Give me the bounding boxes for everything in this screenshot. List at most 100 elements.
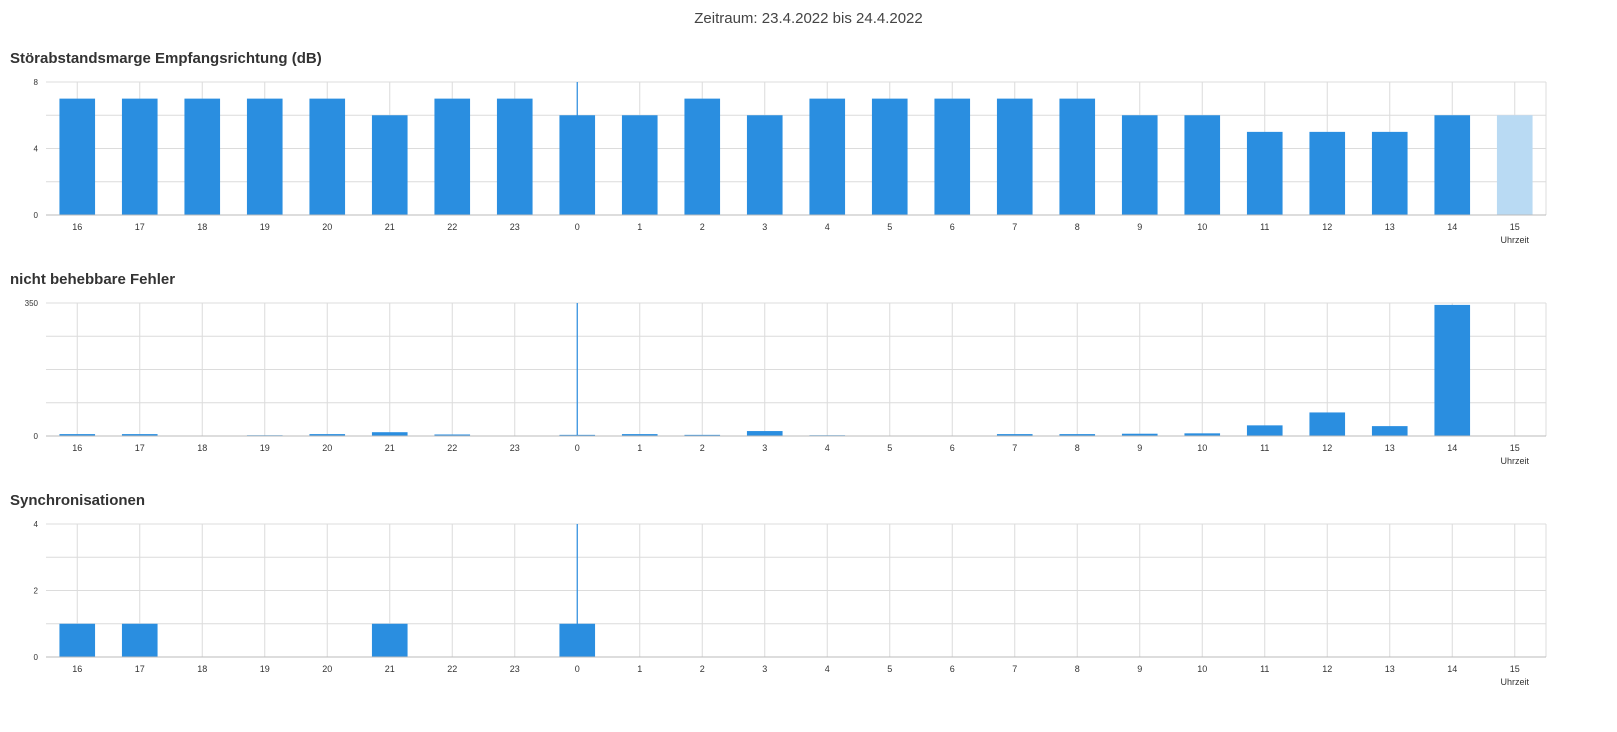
bar-16 bbox=[59, 623, 96, 657]
bar-9 bbox=[1121, 115, 1158, 215]
x-axis-label: Uhrzeit bbox=[1500, 456, 1529, 466]
x-tick-label: 22 bbox=[447, 443, 457, 453]
bar-13 bbox=[1371, 426, 1408, 436]
x-tick-label: 0 bbox=[575, 664, 580, 674]
x-tick-label: 13 bbox=[1385, 664, 1395, 674]
bar-12 bbox=[1309, 412, 1346, 436]
bar-10 bbox=[1184, 115, 1221, 215]
x-tick-label: 20 bbox=[322, 443, 332, 453]
x-tick-label: 19 bbox=[260, 222, 270, 232]
x-tick-label: 13 bbox=[1385, 222, 1395, 232]
x-tick-label: 9 bbox=[1137, 222, 1142, 232]
bar-22 bbox=[434, 434, 471, 436]
x-tick-label: 0 bbox=[575, 222, 580, 232]
x-tick-label: 17 bbox=[135, 222, 145, 232]
x-tick-label: 19 bbox=[260, 664, 270, 674]
bar-2 bbox=[684, 434, 721, 436]
x-axis-label: Uhrzeit bbox=[1500, 235, 1529, 245]
x-tick-label: 23 bbox=[510, 664, 520, 674]
bar-7 bbox=[996, 434, 1033, 436]
y-tick-label: 2 bbox=[34, 587, 39, 596]
chart-title-uncorrectable-errors: nicht behebbare Fehler bbox=[10, 271, 176, 288]
bar-10 bbox=[1184, 433, 1221, 436]
x-tick-label: 6 bbox=[950, 664, 955, 674]
x-tick-label: 3 bbox=[762, 664, 767, 674]
bar-1 bbox=[621, 434, 658, 436]
x-tick-label: 8 bbox=[1075, 443, 1080, 453]
x-tick-label: 18 bbox=[197, 222, 207, 232]
chart-synchronizations: 16 17 18 19 20 21 22 23 0 1 2 3 4 5 6 7 8 9 10 11 12 13 14 15Uh… bbox=[34, 520, 1547, 687]
x-tick-label: 11 bbox=[1260, 664, 1269, 674]
x-tick-label: 7 bbox=[1012, 222, 1017, 232]
bar-11 bbox=[1246, 131, 1283, 215]
x-tick-label: 17 bbox=[135, 443, 145, 453]
bar-3 bbox=[746, 431, 783, 436]
x-tick-label: 19 bbox=[260, 443, 270, 453]
x-tick-label: 6 bbox=[950, 222, 955, 232]
x-tick-label: 4 bbox=[825, 222, 830, 232]
y-tick-label: 0 bbox=[34, 432, 39, 441]
x-tick-label: 20 bbox=[322, 664, 332, 674]
bar-16 bbox=[59, 434, 96, 436]
x-tick-label: 6 bbox=[950, 443, 955, 453]
chart-uncorrectable-errors: 16 17 18 19 20 21 22 23 0 1 2 3 4 5 6 7 8 9 10 11 12 13 14 15Uh… bbox=[25, 299, 1547, 466]
bar-13 bbox=[1371, 131, 1408, 215]
x-tick-label: 2 bbox=[700, 664, 705, 674]
x-tick-label: 20 bbox=[322, 222, 332, 232]
bar-21 bbox=[371, 623, 408, 657]
x-tick-label: 18 bbox=[197, 443, 207, 453]
x-tick-label: 3 bbox=[762, 222, 767, 232]
x-tick-label: 23 bbox=[510, 222, 520, 232]
x-tick-label: 12 bbox=[1322, 664, 1332, 674]
bar-2 bbox=[684, 98, 721, 215]
x-tick-label: 7 bbox=[1012, 443, 1017, 453]
x-tick-label: 5 bbox=[887, 664, 892, 674]
x-tick-label: 11 bbox=[1260, 222, 1269, 232]
y-tick-label: 0 bbox=[34, 653, 39, 662]
x-tick-label: 13 bbox=[1385, 443, 1395, 453]
bar-8 bbox=[1059, 434, 1096, 436]
bar-11 bbox=[1246, 425, 1283, 436]
bar-19 bbox=[246, 98, 283, 215]
chart-title-snr-margin: Störabstandsmarge Empfangsrichtung (dB) bbox=[10, 50, 322, 67]
x-tick-label: 3 bbox=[762, 443, 767, 453]
bar-12 bbox=[1309, 131, 1346, 215]
x-tick-label: 5 bbox=[887, 443, 892, 453]
bar-4 bbox=[809, 98, 846, 215]
chart-snr-margin: 16 17 18 19 20 21 22 23 0 1 2 3 4 5 6 7 8 9 10 11 12 13 14 15Uh… bbox=[34, 78, 1547, 245]
y-tick-label: 4 bbox=[34, 145, 39, 154]
x-tick-label: 21 bbox=[385, 664, 395, 674]
bar-15 bbox=[1496, 115, 1533, 215]
x-tick-label: 1 bbox=[637, 443, 642, 453]
x-tick-label: 18 bbox=[197, 664, 207, 674]
x-tick-label: 15 bbox=[1510, 443, 1520, 453]
y-tick-label: 0 bbox=[34, 211, 39, 220]
bar-5 bbox=[871, 98, 908, 215]
bar-20 bbox=[309, 434, 346, 436]
y-tick-label: 8 bbox=[34, 78, 39, 87]
bar-20 bbox=[309, 98, 346, 215]
y-tick-label: 350 bbox=[25, 299, 39, 308]
x-tick-label: 10 bbox=[1197, 664, 1207, 674]
x-tick-label: 16 bbox=[72, 664, 82, 674]
bar-16 bbox=[59, 98, 96, 215]
x-tick-label: 0 bbox=[575, 443, 580, 453]
chart-title-synchronizations: Synchronisationen bbox=[10, 492, 146, 509]
bar-21 bbox=[371, 115, 408, 215]
bar-21 bbox=[371, 432, 408, 436]
x-tick-label: 14 bbox=[1447, 222, 1457, 232]
bar-3 bbox=[746, 115, 783, 215]
period-label: Zeitraum: 23.4.2022 bis 24.4.2022 bbox=[694, 10, 923, 27]
bar-22 bbox=[434, 98, 471, 215]
x-tick-label: 10 bbox=[1197, 222, 1207, 232]
bar-1 bbox=[621, 115, 658, 215]
x-tick-label: 11 bbox=[1260, 443, 1269, 453]
x-tick-label: 8 bbox=[1075, 222, 1080, 232]
x-tick-label: 7 bbox=[1012, 664, 1017, 674]
x-tick-label: 8 bbox=[1075, 664, 1080, 674]
x-tick-label: 2 bbox=[700, 222, 705, 232]
x-tick-label: 1 bbox=[637, 664, 642, 674]
x-tick-label: 10 bbox=[1197, 443, 1207, 453]
x-tick-label: 21 bbox=[385, 222, 395, 232]
bar-23 bbox=[496, 98, 533, 215]
